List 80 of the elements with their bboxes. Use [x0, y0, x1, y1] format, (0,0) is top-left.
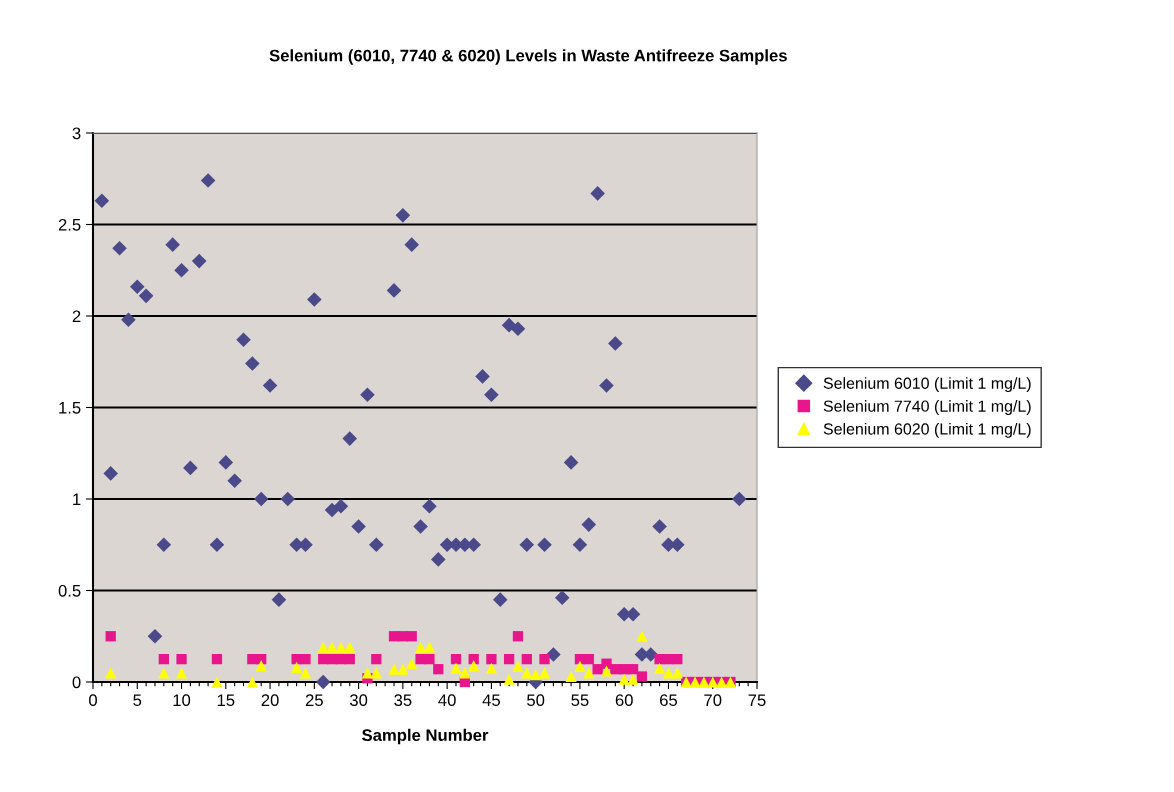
point: [414, 641, 427, 653]
point: [672, 653, 683, 665]
point: [344, 653, 355, 665]
point: [397, 663, 409, 675]
legend-label: Selenium 6010 (Limit 1 mg/L): [823, 377, 1031, 393]
point: [211, 676, 223, 688]
point: [592, 664, 603, 675]
x-tick-label: 70: [704, 694, 722, 707]
x-tick-label: 15: [217, 694, 235, 707]
x-tick-label: 45: [482, 694, 500, 707]
point: [521, 653, 532, 665]
point: [512, 631, 524, 642]
point: [565, 670, 577, 683]
point: [600, 665, 613, 677]
point: [618, 673, 630, 685]
y-tick-label: 2: [72, 310, 81, 323]
point: [105, 631, 116, 642]
point: [255, 659, 267, 672]
point: [512, 660, 524, 673]
point: [530, 669, 542, 681]
point: [538, 667, 551, 679]
x-tick-label: 35: [394, 694, 412, 707]
point: [424, 653, 435, 665]
y-tick-label: 1: [73, 493, 81, 506]
point: [574, 660, 586, 673]
y-tick-label: 0.5: [58, 584, 81, 597]
x-tick-label: 5: [133, 694, 142, 707]
point: [406, 631, 417, 642]
point: [388, 663, 400, 675]
y-tick-label: 0: [72, 676, 81, 689]
point: [176, 653, 187, 665]
point: [291, 661, 303, 673]
x-tick-label: 60: [615, 694, 633, 707]
x-tick-label: 25: [305, 694, 323, 707]
point: [406, 658, 418, 670]
point: [371, 653, 382, 665]
point: [627, 673, 639, 685]
point: [627, 664, 639, 675]
point: [662, 667, 675, 679]
point: [503, 653, 515, 665]
point: [335, 641, 347, 653]
x-tick-label: 30: [349, 694, 368, 707]
point: [450, 662, 462, 674]
point: [175, 667, 188, 679]
point: [636, 630, 648, 642]
point: [486, 653, 497, 665]
x-tick-label: 65: [660, 694, 678, 707]
point: [450, 653, 462, 665]
point: [361, 667, 374, 679]
y-tick-label: 3: [72, 127, 81, 140]
point: [211, 653, 223, 665]
point: [433, 664, 444, 675]
point: [583, 653, 594, 665]
x-tick-label: 55: [571, 694, 589, 707]
point: [485, 662, 497, 674]
point: [317, 641, 329, 653]
x-tick-label: 50: [527, 694, 545, 707]
x-tick-label: 75: [748, 694, 766, 707]
point: [344, 641, 356, 653]
point: [654, 662, 666, 674]
point: [539, 653, 550, 665]
x-tick-label: 20: [261, 694, 279, 707]
point: [246, 676, 258, 688]
y-tick-label: 2.5: [58, 218, 81, 231]
point: [468, 659, 480, 672]
x-tick-label: 10: [173, 694, 191, 707]
y-tick-label: 1.5: [59, 402, 81, 414]
legend-label: Selenium 7740 (Limit 1 mg/L): [823, 400, 1031, 415]
chart-title: Selenium (6010, 7740 & 6020) Levels in Waste Antifreeze Samples: [269, 49, 787, 65]
point: [299, 667, 312, 679]
point: [423, 641, 436, 653]
x-tick-label: 0: [89, 694, 97, 707]
x-tick-label: 40: [438, 694, 456, 707]
point: [300, 653, 311, 665]
point: [326, 641, 338, 653]
point: [503, 673, 515, 685]
legend-label: Selenium 6020 (Limit 1 mg/L): [823, 422, 1031, 438]
x-axis-title: Sample Number: [362, 728, 489, 745]
point: [636, 671, 648, 682]
point: [158, 653, 169, 665]
